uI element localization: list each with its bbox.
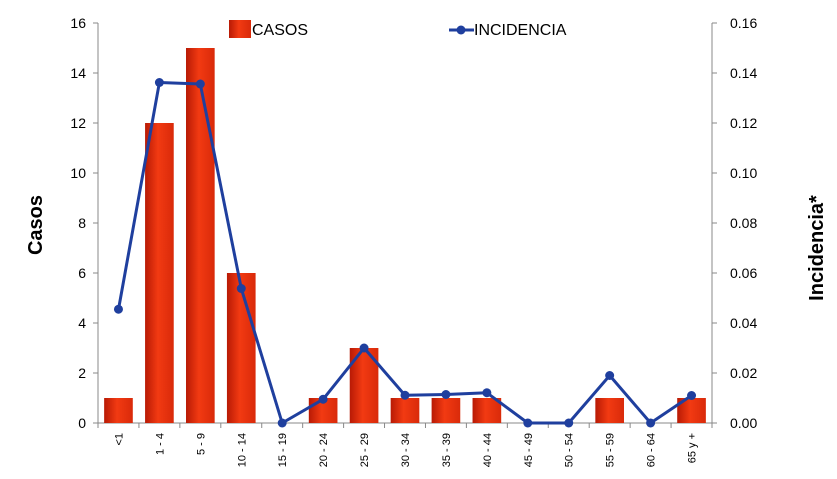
x-category-label: 25 - 29 [359,433,371,467]
y-tick-label-right: 0.04 [730,315,757,331]
bar-casos[interactable] [595,398,624,423]
x-category-label: 50 - 54 [564,433,576,467]
legend-swatch-casos [229,20,251,38]
point-incidencia[interactable] [195,79,205,89]
y-tick-label-left: 6 [78,265,86,281]
x-category-label: 40 - 44 [482,433,494,467]
point-incidencia[interactable] [400,390,410,400]
point-incidencia[interactable] [318,394,328,404]
x-category-label: 15 - 19 [277,433,289,467]
y-axis-title-left: Casos [25,195,47,255]
y-tick-label-left: 0 [78,415,86,431]
y-tick-label-right: 0.06 [730,265,757,281]
bar-casos[interactable] [226,273,256,423]
legend-label-incidencia: INCIDENCIA [474,22,567,39]
y-tick-label-right: 0.08 [730,215,757,231]
point-incidencia[interactable] [113,304,123,314]
bar-casos[interactable] [431,398,461,423]
x-category-label: 65 y + [687,433,699,463]
y-tick-label-left: 10 [70,165,86,181]
y-tick-label-left: 12 [70,115,86,131]
bar-casos[interactable] [186,48,215,423]
y-tick-label-right: 0.12 [730,115,757,131]
x-category-label: 60 - 64 [646,433,658,467]
y-tick-label-left: 14 [70,65,86,81]
point-incidencia[interactable] [605,371,615,380]
bar-casos[interactable] [145,123,174,423]
point-incidencia[interactable] [687,391,697,400]
x-category-label: 30 - 34 [400,433,412,467]
legend-label-casos: CASOS [252,22,308,39]
x-category-label: 1 - 4 [154,433,166,455]
y-tick-label-right: 0.02 [730,365,757,381]
point-incidencia[interactable] [277,418,287,428]
x-category-label: 55 - 59 [605,433,617,467]
x-category-label: 10 - 14 [236,433,248,467]
y-tick-label-right: 0.00 [730,415,757,431]
point-incidencia[interactable] [646,418,656,428]
y-tick-label-right: 0.14 [730,65,757,81]
x-category-label: 35 - 39 [441,433,453,467]
bar-casos[interactable] [472,398,502,423]
point-incidencia[interactable] [482,388,492,398]
y-tick-label-right: 0.10 [730,165,757,181]
y-tick-label-left: 16 [70,15,86,31]
x-category-label: 45 - 49 [523,433,535,467]
x-category-label: 5 - 9 [195,433,207,455]
y-tick-label-left: 4 [78,315,86,331]
x-category-label: 20 - 24 [318,433,330,467]
y-axis-title-right: Incidencia* [806,195,828,301]
point-incidencia[interactable] [564,418,574,428]
legend-swatch-incidencia-marker [456,25,466,35]
y-tick-label-left: 2 [78,365,86,381]
point-incidencia[interactable] [523,418,533,428]
point-incidencia[interactable] [441,390,451,399]
point-incidencia[interactable] [359,343,369,353]
y-tick-label-right: 0.16 [730,15,757,31]
x-category-label: <1 [113,433,125,446]
y-tick-label-left: 8 [78,215,86,231]
bar-casos[interactable] [390,398,420,423]
bar-casos[interactable] [104,398,133,423]
point-incidencia[interactable] [236,284,246,293]
point-incidencia[interactable] [154,78,164,87]
